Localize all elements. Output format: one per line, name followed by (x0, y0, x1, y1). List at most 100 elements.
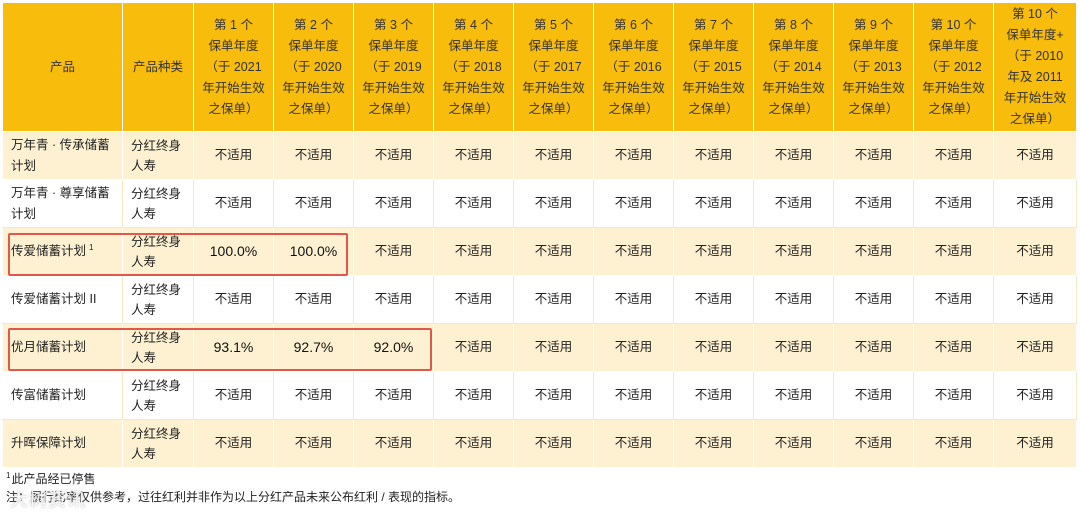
fulfillment-ratio-table: 产品 产品种类 第 1 个 保单年度 （于 2021 年开始生效 之保单） 第 2 个… (2, 2, 1077, 468)
header-policy-year-10: 第 10 个 保单年度 （于 2012 年开始生效 之保单） (913, 2, 994, 132)
header-policy-year-3: 第 3 个 保单年度 （于 2019 年开始生效 之保单） (353, 2, 434, 132)
product-name-cell: 万年青 · 传承储蓄计划 (2, 131, 123, 180)
header-label: 第 5 个 保单年度 （于 2017 年开始生效 之保单） (522, 17, 585, 116)
ratio-cell: 不适用 (273, 179, 354, 228)
header-policy-year-11: 第 10 个 保单年度+ （于 2010 年及 2011 年开始生效 之保单） (993, 2, 1077, 132)
footnote-1: 1此产品经已停售 (6, 471, 96, 487)
ratio-cell: 不适用 (753, 275, 834, 324)
ratio-cell: 不适用 (833, 371, 914, 420)
ratio-cell: 不适用 (993, 323, 1077, 372)
ratio-cell: 不适用 (353, 371, 434, 420)
header-policy-year-8: 第 8 个 保单年度 （于 2014 年开始生效 之保单） (753, 2, 834, 132)
table-row: 传爱储蓄计划 II 分红终身人寿 不适用 不适用 不适用 不适用 不适用 不适用 不适用 不适用不… (2, 275, 1077, 324)
table-header-row: 产品 产品种类 第 1 个 保单年度 （于 2021 年开始生效 之保单） 第 2 个… (2, 2, 1077, 132)
ratio-cell: 不适用 (353, 131, 434, 180)
header-label: 产品种类 (132, 59, 183, 74)
ratio-cell: 不适用 (353, 227, 434, 276)
watermark-text: 大树资讯 (10, 490, 86, 510)
ratio-cell: 93.1% (193, 323, 274, 372)
ratio-cell: 不适用 (593, 371, 674, 420)
table-row: 升晖保障计划 分红终身人寿 不适用 不适用 不适用 不适用 不适用 不适用 不适用 不适用 不适用不… (2, 419, 1077, 468)
ratio-cell: 不适用 (833, 275, 914, 324)
table-body: 万年青 · 传承储蓄计划 分红终身人寿 不适用 不适用 不适用 不适用 不适用 不适用 不适用不… (2, 131, 1077, 468)
header-label: 第 10 个 保单年度 （于 2012 年开始生效 之保单） (922, 17, 985, 116)
ratio-cell: 不适用 (273, 371, 354, 420)
table-row: 优月储蓄计划 分红终身人寿 93.1% 92.7% 92.0% 不适用 不适用 不适用 不适用不… (2, 323, 1077, 372)
product-name-cell: 传富储蓄计划 (2, 371, 123, 420)
header-label: 第 4 个 保单年度 （于 2018 年开始生效 之保单） (442, 17, 505, 116)
header-policy-year-2: 第 2 个 保单年度 （于 2020 年开始生效 之保单） (273, 2, 354, 132)
header-label: 第 9 个 保单年度 （于 2013 年开始生效 之保单） (842, 17, 905, 116)
ratio-cell: 100.0% (193, 227, 274, 276)
ratio-cell: 不适用 (913, 419, 994, 468)
header-category: 产品种类 (122, 2, 194, 132)
ratio-cell: 不适用 (753, 179, 834, 228)
product-name-cell: 优月储蓄计划 (2, 323, 123, 372)
ratio-cell: 不适用 (433, 227, 514, 276)
ratio-cell: 不适用 (673, 419, 754, 468)
ratio-cell: 不适用 (993, 419, 1077, 468)
ratio-cell: 不适用 (913, 227, 994, 276)
product-category-cell: 分红终身人寿 (122, 371, 194, 420)
ratio-cell: 不适用 (913, 275, 994, 324)
table-row: 万年青 · 尊享储蓄计划 分红终身人寿 不适用 不适用 不适用 不适用 不适用 不适用 不适用不… (2, 179, 1077, 228)
ratio-cell: 不适用 (193, 275, 274, 324)
header-policy-year-6: 第 6 个 保单年度 （于 2016 年开始生效 之保单） (593, 2, 674, 132)
product-name: 优月储蓄计划 (11, 340, 87, 354)
ratio-cell: 不适用 (673, 131, 754, 180)
header-policy-year-7: 第 7 个 保单年度 （于 2015 年开始生效 之保单） (673, 2, 754, 132)
ratio-cell: 不适用 (993, 275, 1077, 324)
header-policy-year-9: 第 9 个 保单年度 （于 2013 年开始生效 之保单） (833, 2, 914, 132)
product-name: 万年青 · 传承储蓄计划 (11, 137, 110, 173)
ratio-cell: 不适用 (913, 371, 994, 420)
ratio-cell: 不适用 (513, 371, 594, 420)
header-label: 第 3 个 保单年度 （于 2019 年开始生效 之保单） (362, 17, 425, 116)
ratio-cell: 不适用 (593, 131, 674, 180)
ratio-cell: 不适用 (753, 131, 834, 180)
header-label: 第 10 个 保单年度+ （于 2010 年及 2011 年开始生效 之保单） (1003, 7, 1067, 126)
ratio-cell: 不适用 (753, 323, 834, 372)
ratio-cell: 不适用 (673, 323, 754, 372)
ratio-cell: 不适用 (273, 131, 354, 180)
ratio-cell: 不适用 (993, 227, 1077, 276)
ratio-cell: 不适用 (593, 419, 674, 468)
ratio-cell: 不适用 (833, 323, 914, 372)
product-name-cell: 升晖保障计划 (2, 419, 123, 468)
ratio-cell: 不适用 (193, 371, 274, 420)
header-policy-year-4: 第 4 个 保单年度 （于 2018 年开始生效 之保单） (433, 2, 514, 132)
ratio-cell: 不适用 (433, 323, 514, 372)
product-category-cell: 分红终身人寿 (122, 323, 194, 372)
ratio-cell: 不适用 (433, 275, 514, 324)
ratio-cell: 不适用 (513, 131, 594, 180)
ratio-cell: 不适用 (993, 371, 1077, 420)
ratio-cell: 不适用 (753, 227, 834, 276)
ratio-cell: 不适用 (193, 131, 274, 180)
table-row: 万年青 · 传承储蓄计划 分红终身人寿 不适用 不适用 不适用 不适用 不适用 不适用 不适用不… (2, 131, 1077, 180)
footnotes: 1此产品经已停售 注：履行比率仅供参考，过往红利并非作为以上分红产品未来公布红利… (6, 470, 460, 506)
ratio-cell: 不适用 (673, 227, 754, 276)
ratio-cell: 不适用 (193, 179, 274, 228)
header-policy-year-5: 第 5 个 保单年度 （于 2017 年开始生效 之保单） (513, 2, 594, 132)
product-category-cell: 分红终身人寿 (122, 419, 194, 468)
ratio-cell: 不适用 (673, 179, 754, 228)
footnote-marker: 1 (89, 242, 94, 252)
ratio-cell: 不适用 (513, 323, 594, 372)
ratio-cell: 不适用 (913, 179, 994, 228)
ratio-cell: 不适用 (833, 131, 914, 180)
ratio-cell: 不适用 (433, 371, 514, 420)
header-policy-year-1: 第 1 个 保单年度 （于 2021 年开始生效 之保单） (193, 2, 274, 132)
header-product: 产品 (2, 2, 123, 132)
ratio-cell: 不适用 (993, 179, 1077, 228)
product-name: 传爱储蓄计划 (11, 244, 87, 258)
ratio-cell: 不适用 (833, 419, 914, 468)
table-row: 传爱储蓄计划 1 分红终身人寿 100.0% 100.0% 不适用 不适用 不适用 不适用 不适用… (2, 227, 1077, 276)
ratio-cell: 不适用 (673, 275, 754, 324)
ratio-cell: 不适用 (593, 323, 674, 372)
ratio-cell: 不适用 (753, 371, 834, 420)
ratio-cell: 不适用 (433, 419, 514, 468)
ratio-cell: 92.7% (273, 323, 354, 372)
ratio-cell: 不适用 (913, 131, 994, 180)
product-name: 传富储蓄计划 (11, 388, 87, 402)
product-name: 传爱储蓄计划 II (11, 292, 97, 306)
ratio-cell: 不适用 (993, 131, 1077, 180)
